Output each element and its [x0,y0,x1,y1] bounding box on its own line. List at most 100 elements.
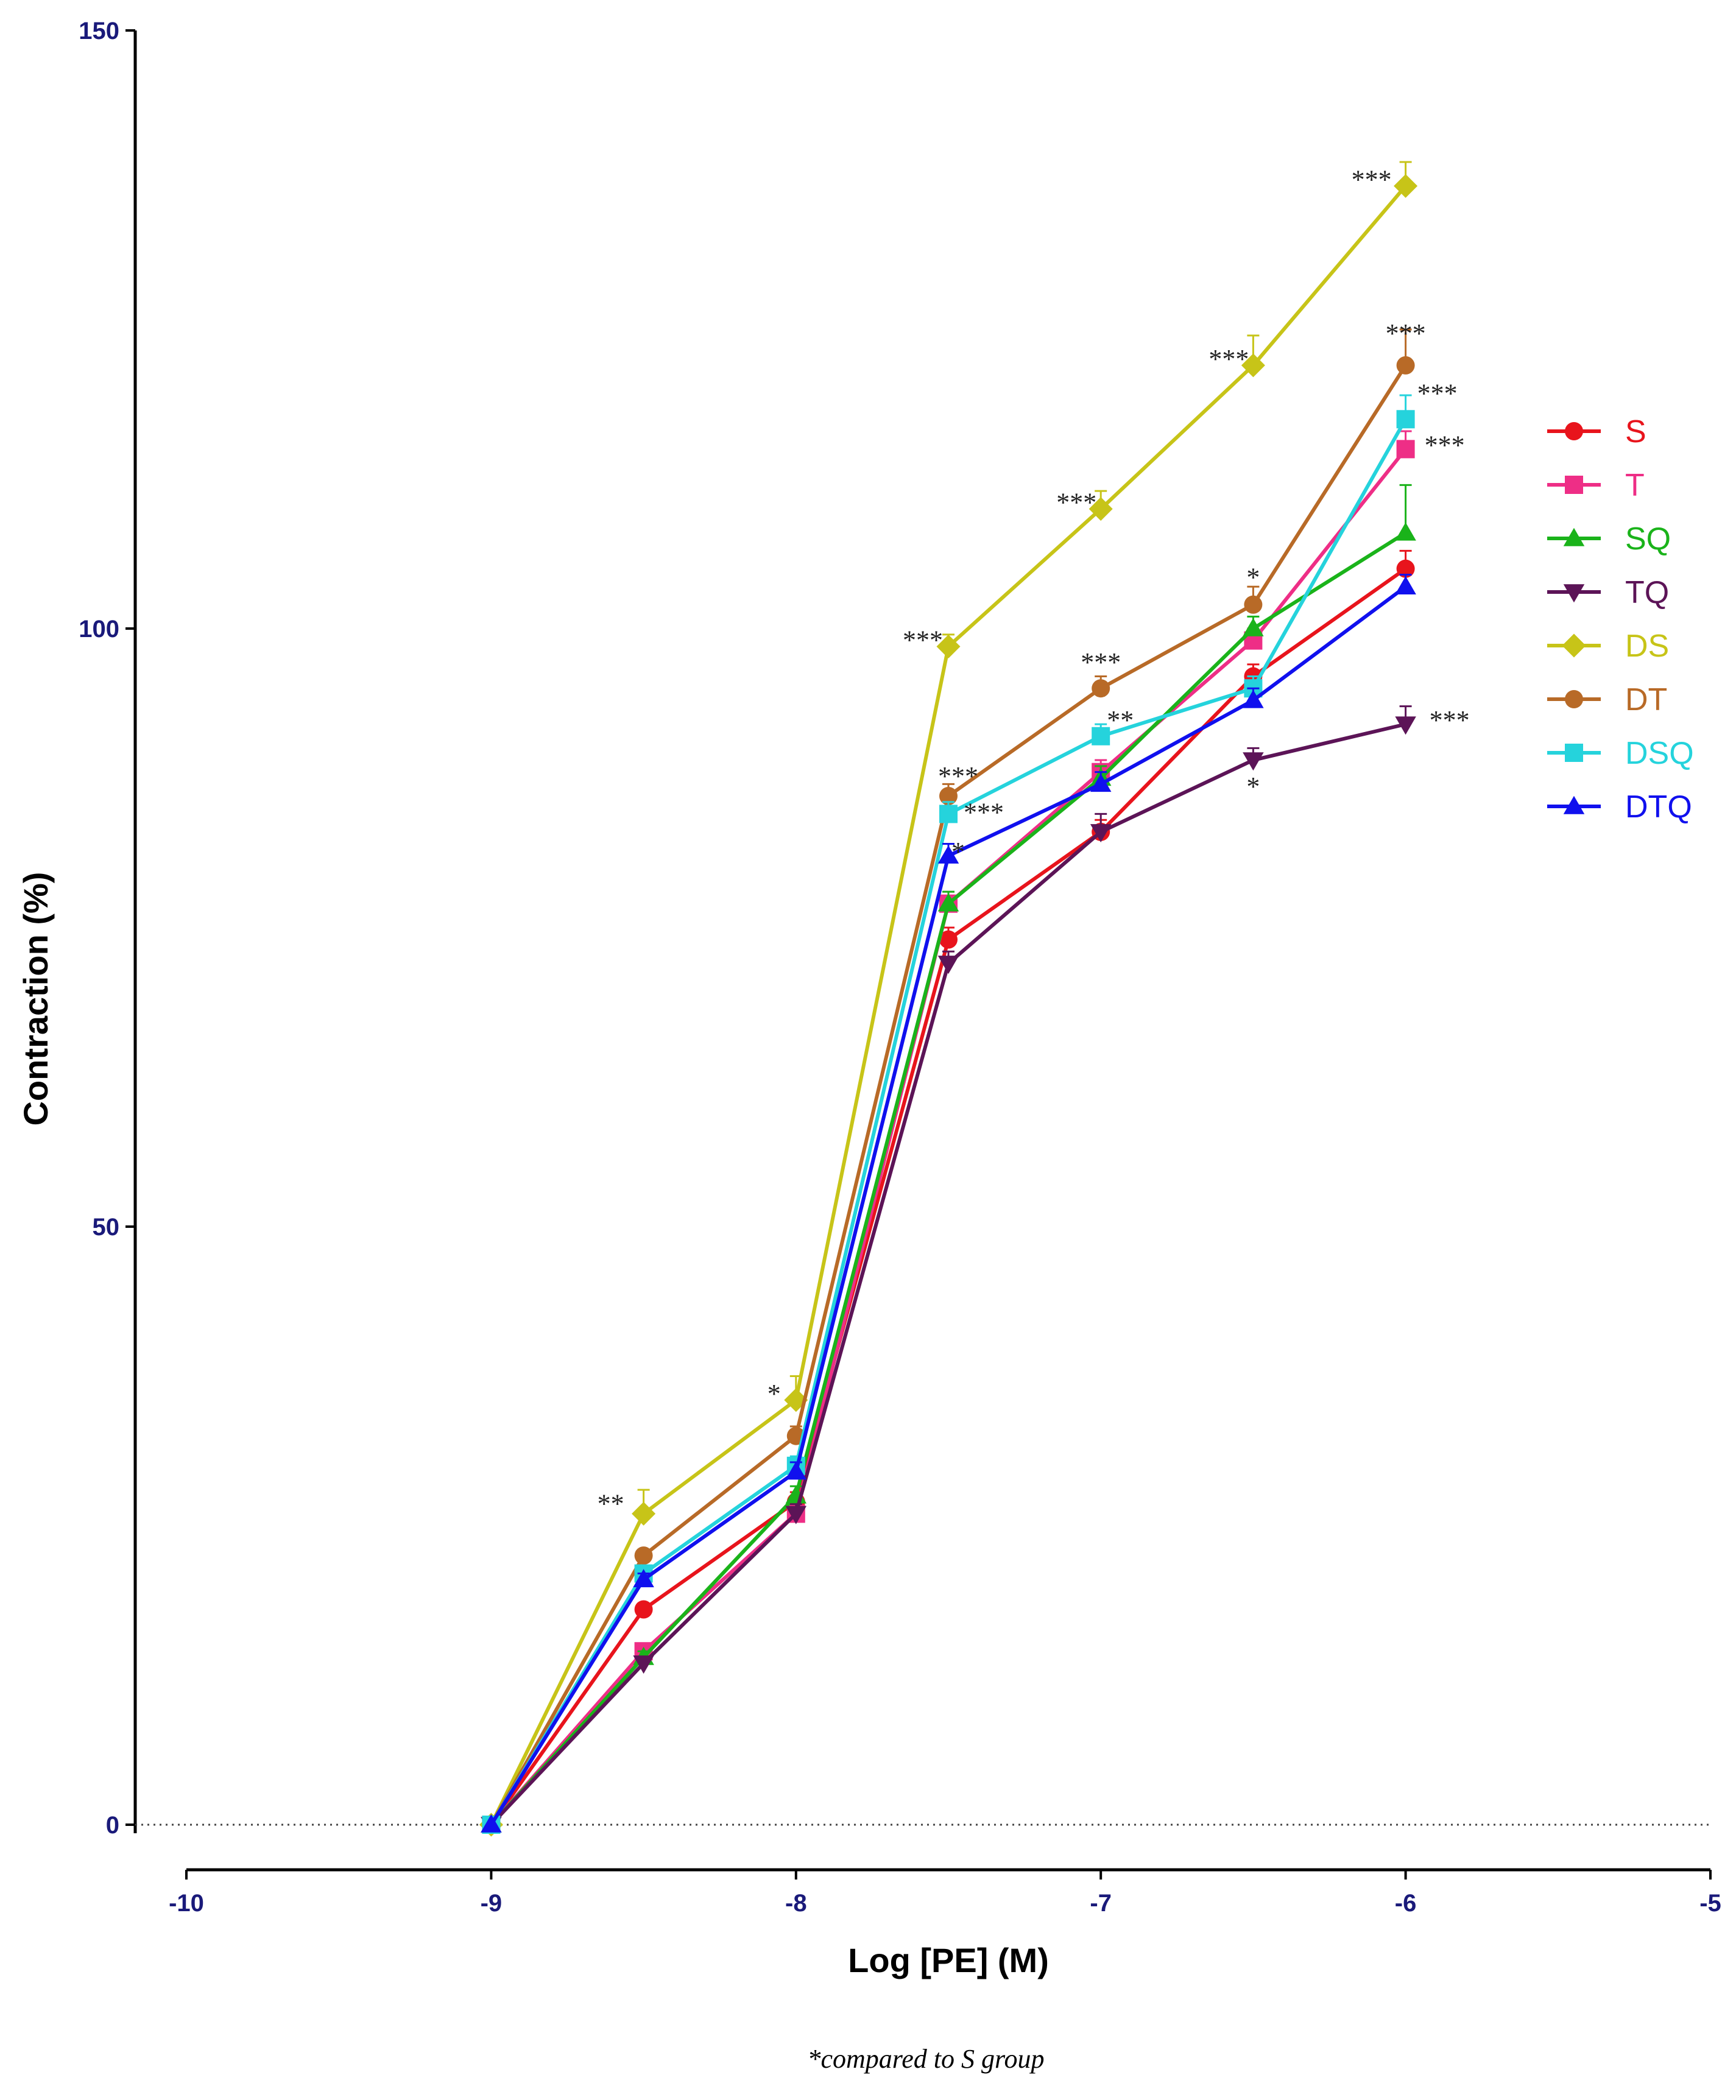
data-point [1243,618,1264,636]
y-axis-title: Contraction (%) [16,872,55,1126]
legend-marker [1565,690,1583,708]
data-point [1396,559,1415,578]
significance-marker: *** [1430,705,1470,735]
data-point [1090,773,1112,792]
legend-marker [1565,422,1583,440]
data-point [1090,824,1112,843]
series-ds [479,161,1418,1837]
legend-label: SQ [1625,521,1671,557]
legend-label: DSQ [1625,736,1694,771]
x-ticks: -10 -9 -8 -7 -6 -5 [169,1870,1721,1917]
significance-marker: *** [1386,319,1426,348]
significance-marker: *** [1208,344,1249,374]
data-point [937,845,959,864]
data-point [1089,497,1113,521]
data-point [939,786,958,805]
significance-marker: *** [1352,164,1392,194]
legend-item-dtq: DTQ [1547,789,1692,825]
legend-label: T [1625,468,1645,503]
significance-marker: *** [938,761,978,791]
significance-marker: *** [1417,378,1458,408]
significance-marker: ** [1107,705,1134,735]
data-point [785,1461,807,1480]
data-point [1092,727,1110,745]
x-tick-label: -5 [1699,1890,1721,1917]
legend-marker [1565,476,1583,494]
data-point [481,1814,502,1833]
data-point [1396,410,1415,429]
significance-marker: *** [964,797,1004,827]
data-point [1241,353,1265,378]
data-point [1395,522,1416,541]
legend-item-dt: DT [1547,682,1667,717]
y-ticks: 0 50 100 150 [79,18,135,1839]
data-point [1243,752,1264,771]
legend-marker [1563,584,1585,603]
data-point [1396,356,1415,375]
significance-marker: *** [1425,430,1465,460]
x-tick-label: -6 [1395,1890,1417,1917]
significance-marker: ** [598,1489,624,1518]
legend-marker [1562,633,1586,658]
data-point [939,805,958,823]
legend-item-ds: DS [1547,629,1669,664]
x-axis-title: Log [PE] (M) [848,1941,1049,1979]
legend-marker [1565,744,1583,762]
data-point [785,1506,807,1524]
data-point [939,930,958,949]
data-point [633,1569,654,1588]
data-point [1243,689,1264,708]
data-point [1396,440,1415,459]
legend-marker [1563,527,1585,546]
significance-marker: * [1246,772,1260,802]
data-point [1092,679,1110,698]
significance-marker: * [767,1379,781,1409]
x-tick-label: -7 [1090,1890,1112,1917]
data-point [1394,174,1418,198]
data-point [633,1655,654,1674]
x-tick-label: -9 [481,1890,503,1917]
series-s [482,549,1415,1834]
data-point [634,1546,653,1565]
y-tick-label: 150 [79,18,119,44]
data-point [1395,716,1416,735]
y-tick-label: 100 [79,616,119,643]
axes [133,30,1710,1872]
legend: ST SQ TQ DS DT DSQ DTQ [1547,414,1694,825]
data-point [632,1501,656,1526]
data-point [634,1600,653,1619]
legend-label: DT [1625,682,1667,717]
data-point [937,893,959,912]
series-tq [481,705,1416,1836]
legend-item-t: T [1547,468,1645,503]
data-point [1395,576,1416,595]
series-line-dsq [489,418,1408,1826]
legend-item-sq: SQ [1547,521,1671,557]
legend-marker [1563,795,1585,814]
y-tick-label: 0 [106,1812,119,1839]
series-line-tq [490,722,1406,1827]
series-dtq [481,574,1416,1833]
data-point [936,634,961,658]
legend-item-tq: TQ [1547,575,1669,610]
series-sq [481,484,1416,1833]
y-tick-label: 50 [93,1214,120,1241]
significance-annotations: ****************************************… [598,164,1470,1518]
significance-marker: *** [1081,647,1121,677]
legend-label: S [1625,414,1646,449]
legend-item-s: S [1547,414,1646,449]
series-group [479,161,1418,1837]
legend-label: TQ [1625,575,1669,610]
data-point [937,956,959,974]
significance-marker: *** [1056,488,1096,518]
legend-label: DS [1625,629,1669,664]
x-tick-label: -10 [169,1890,204,1917]
significance-marker: * [951,837,965,867]
legend-item-dsq: DSQ [1547,736,1694,771]
significance-marker: *** [903,625,943,655]
data-point [1244,595,1263,614]
significance-marker: * [1246,563,1260,593]
footnote: *compared to S group [807,2044,1044,2074]
x-tick-label: -8 [785,1890,807,1917]
